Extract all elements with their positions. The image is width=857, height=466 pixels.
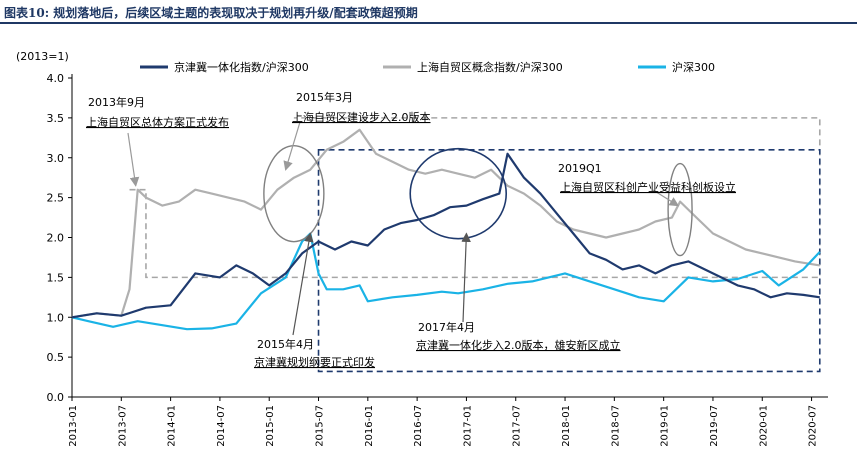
jingjinji-event-box	[317, 148, 821, 373]
legend-label: 京津冀一体化指数/沪深300	[174, 60, 309, 74]
x-tick-label: 2019-01	[660, 405, 671, 447]
y-tick-label: 2.5	[47, 192, 65, 205]
x-tick-label: 2019-07	[709, 405, 720, 447]
legend-label: 上海自贸区概念指数/沪深300	[417, 60, 563, 74]
x-tick-label: 2015-01	[265, 405, 276, 447]
x-tick-label: 2020-01	[758, 405, 769, 447]
x-tick-label: 2020-07	[808, 405, 819, 447]
annotation-arrow-0	[127, 132, 140, 187]
y-tick-label: 3.5	[47, 112, 65, 125]
annotation-text: 上海自贸区建设步入2.0版本	[292, 110, 431, 124]
x-tick-label: 2014-01	[167, 405, 178, 447]
series-line-1	[71, 128, 820, 319]
annotation-text: 京津冀一体化步入2.0版本，雄安新区成立	[416, 338, 621, 352]
annotation-date: 2017年4月	[418, 320, 475, 334]
series-line-0	[71, 152, 820, 319]
annotation-text: 京津冀规划纲要正式印发	[254, 355, 375, 369]
y-tick-label: 4.0	[47, 72, 65, 85]
y-tick-label: 3.0	[47, 152, 65, 165]
highlight-ellipse-2019	[667, 162, 693, 257]
legend-label: 沪深300	[672, 60, 715, 74]
x-tick-label: 2013-01	[68, 405, 79, 447]
y-tick-label: 1.5	[47, 271, 65, 284]
annotation-text: 上海自贸区总体方案正式发布	[86, 115, 229, 129]
annotation-date: 2019Q1	[558, 162, 602, 175]
y-tick-label: 0.0	[47, 391, 65, 404]
x-tick-label: 2018-01	[561, 405, 572, 447]
x-tick-label: 2016-01	[364, 405, 375, 447]
x-tick-label: 2018-07	[610, 405, 621, 447]
annotation-arrow-3	[292, 232, 314, 336]
annotation-date: 2013年9月	[88, 95, 145, 109]
series-line-2	[71, 232, 821, 331]
annotation-arrow-2	[652, 189, 680, 207]
annotation-arrow-4	[461, 232, 471, 323]
annotation-text: 上海自贸区科创产业受益科创板设立	[560, 180, 736, 194]
y-tick-label: 1.0	[47, 311, 65, 324]
x-tick-label: 2014-07	[216, 405, 227, 447]
x-tick-label: 2013-07	[117, 405, 128, 447]
y-unit-label: (2013=1)	[16, 50, 69, 63]
y-tick-label: 2.0	[47, 232, 65, 245]
annotation-arrow-1	[283, 121, 301, 171]
chart-title: 图表10: 规划落地后，后续区域主题的表现取决于规划再升级/配套政策超预期	[4, 6, 418, 20]
highlight-ellipse-2015	[263, 144, 325, 243]
x-tick-label: 2017-01	[462, 405, 473, 447]
x-tick-label: 2017-07	[512, 405, 523, 447]
annotation-date: 2015年3月	[296, 90, 353, 104]
title-rule	[0, 22, 857, 24]
highlight-ellipse-2017	[409, 147, 508, 240]
annotation-date: 2015年4月	[257, 337, 314, 351]
x-tick-label: 2016-07	[413, 405, 424, 447]
shanghai-event-box	[129, 117, 821, 279]
x-tick-label: 2015-07	[315, 405, 326, 447]
y-tick-label: 0.5	[47, 351, 65, 364]
